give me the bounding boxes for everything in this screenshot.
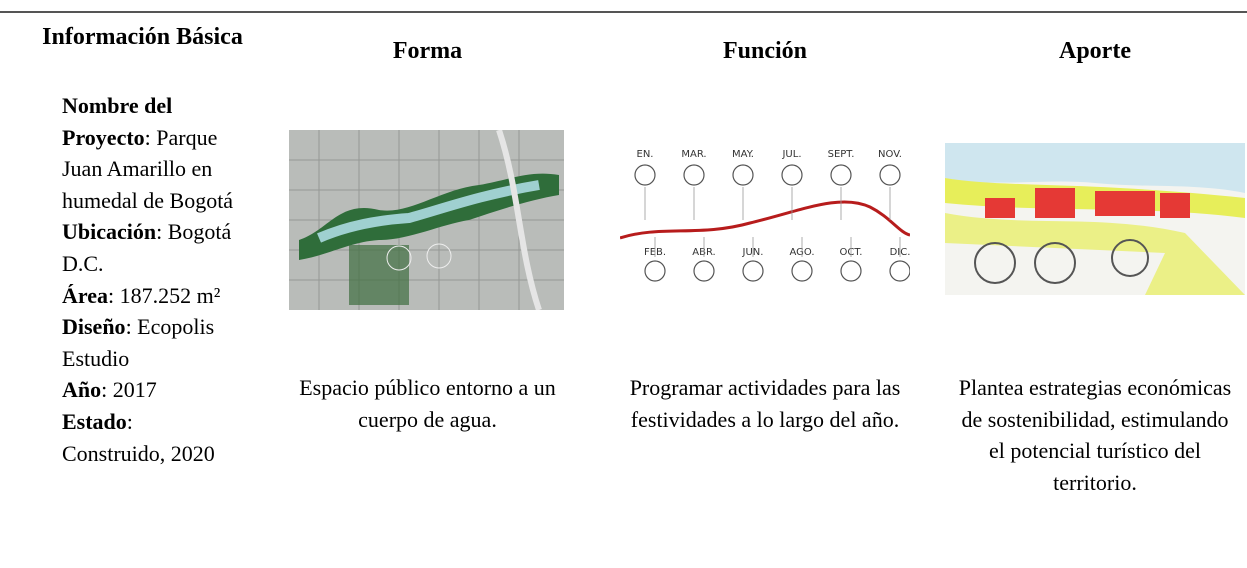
month-icon xyxy=(644,260,666,282)
top-rule xyxy=(0,11,1247,13)
field-label: Ubicación xyxy=(62,219,157,245)
month-icon xyxy=(889,260,910,282)
month-label: JUL. xyxy=(781,149,801,160)
field-label: Estado xyxy=(62,408,127,434)
header-cell: Función xyxy=(722,38,808,64)
month-label: EN. xyxy=(637,149,654,160)
month-icon xyxy=(791,260,813,282)
field-value: : 2017 xyxy=(101,377,157,403)
info-field: Diseño: Ecopolis Estudio xyxy=(62,311,240,374)
basic-info: Nombre del Proyecto: Parque Juan Amarill… xyxy=(62,90,240,469)
info-field: Ubicación: Bogotá D.C. xyxy=(62,216,240,279)
month-icon xyxy=(693,260,715,282)
field-value: : 187.252 m² xyxy=(108,282,221,308)
field-value: : Ecopolis Estudio xyxy=(62,314,215,371)
month-icon xyxy=(732,164,754,186)
field-value: : Bogotá D.C. xyxy=(62,219,232,276)
header-cell: Forma xyxy=(392,38,463,64)
month-icon xyxy=(683,164,705,186)
aporte-text: Plantea estrategias económicas de sosten… xyxy=(958,375,1232,495)
month-icon xyxy=(742,260,764,282)
month-label: SEPT. xyxy=(828,149,855,160)
month-icon xyxy=(830,164,852,186)
header-cell: Información Básica xyxy=(42,24,243,50)
month-label: MAY. xyxy=(732,149,754,160)
month-label: MAR. xyxy=(681,149,706,160)
aporte-image xyxy=(945,143,1245,295)
funcion-text: Programar actividades para las festivida… xyxy=(629,375,901,432)
field-label: Nombre del Proyecto xyxy=(62,93,173,150)
header-cell: Aporte xyxy=(1059,38,1131,64)
month-label: NOV. xyxy=(878,149,902,160)
month-label: JUN. xyxy=(742,247,764,258)
info-field: Área: 187.252 m² xyxy=(62,280,240,312)
forma-text: Espacio público entorno a un cuerpo de a… xyxy=(299,375,556,432)
month-icon xyxy=(840,260,862,282)
month-icon xyxy=(879,164,901,186)
field-value: : Construido, 2020 xyxy=(62,408,215,466)
field-label: Año xyxy=(62,377,102,403)
forma-image xyxy=(289,130,564,310)
info-field: Nombre del Proyecto: Parque Juan Amarill… xyxy=(62,90,240,216)
info-field: Estado: Construido, 2020 xyxy=(62,406,240,469)
field-label: Área xyxy=(62,282,109,308)
field-label: Diseño xyxy=(62,314,126,340)
info-field: Año: 2017 xyxy=(62,374,240,406)
funcion-image: EN. MAR. MAY. JUL. SEPT. NOV.FEB. ABR. JUN. AGO.… xyxy=(620,149,910,282)
month-icon xyxy=(634,164,656,186)
field-value: : Parque Juan Amarillo en humedal de Bog… xyxy=(62,124,234,213)
month-icon xyxy=(781,164,803,186)
